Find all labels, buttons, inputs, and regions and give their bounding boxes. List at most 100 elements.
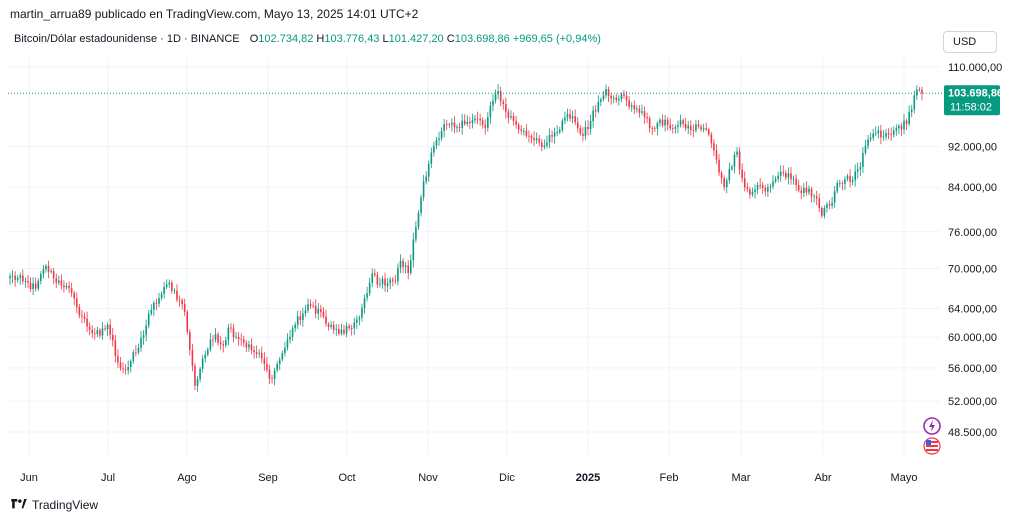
- candle: [394, 274, 397, 284]
- candle: [587, 120, 589, 136]
- candle: [707, 127, 710, 137]
- candle: [86, 311, 88, 332]
- candle: [327, 322, 330, 331]
- candle: [517, 122, 520, 134]
- candle: [469, 116, 471, 130]
- candle: [648, 116, 651, 133]
- candle: [363, 294, 366, 314]
- candle: [628, 95, 630, 110]
- symbol-name[interactable]: Bitcoin/Dólar estadounidense · 1D · BINA…: [14, 33, 240, 45]
- candle: [741, 163, 743, 183]
- candle: [677, 120, 679, 134]
- candle: [589, 114, 592, 135]
- price-axis: 110.000,00 92.000,00 84.000,00 76.000,00 70.…: [944, 62, 1003, 439]
- price-tick-label: 92.000,00: [948, 142, 997, 154]
- high-label: H: [316, 33, 325, 45]
- candle: [430, 147, 433, 168]
- candle: [743, 171, 746, 192]
- candle: [88, 322, 91, 336]
- candle: [710, 132, 713, 149]
- candle: [767, 183, 769, 197]
- countdown-value: 11:58:02: [950, 101, 992, 113]
- candle: [68, 281, 70, 294]
- candle: [407, 260, 409, 280]
- candle: [540, 138, 543, 152]
- candle: [821, 206, 823, 219]
- candle: [194, 362, 196, 391]
- candle: [913, 90, 916, 114]
- candle: [720, 170, 723, 184]
- side-icons: [923, 417, 941, 455]
- candle: [566, 108, 569, 122]
- candle: [497, 84, 499, 100]
- candle: [880, 124, 882, 145]
- candle: [792, 175, 795, 185]
- candle: [368, 277, 371, 297]
- candle: [47, 260, 50, 279]
- currency-button[interactable]: USD: [943, 31, 997, 53]
- candle: [409, 254, 412, 275]
- candle: [746, 182, 749, 193]
- candle: [22, 269, 24, 285]
- lightning-event-icon[interactable]: [923, 417, 941, 435]
- candle: [898, 123, 900, 135]
- candle: [749, 186, 751, 199]
- candle: [605, 84, 607, 99]
- us-flag-event-icon[interactable]: [923, 437, 941, 455]
- candle: [163, 282, 165, 299]
- candle: [366, 286, 368, 302]
- candle: [78, 303, 81, 319]
- candle: [307, 298, 309, 313]
- candle: [338, 324, 340, 336]
- change-value: +969,65 (+0,94%): [512, 33, 601, 45]
- candle: [124, 364, 127, 375]
- price-tick-label: 60.000,00: [948, 332, 997, 344]
- candle: [844, 176, 846, 191]
- candle: [548, 128, 551, 149]
- candle: [117, 349, 119, 368]
- candle: [718, 154, 720, 176]
- candle: [700, 124, 702, 132]
- candle: [481, 117, 484, 129]
- candle: [903, 113, 905, 135]
- candle: [682, 118, 684, 128]
- candle: [335, 324, 338, 336]
- candle: [183, 298, 186, 316]
- candle: [510, 110, 512, 120]
- candle: [325, 309, 327, 327]
- candle: [761, 181, 764, 194]
- low-value: 101.427,20: [388, 33, 444, 45]
- candle: [874, 126, 877, 137]
- footer: TradingView: [10, 498, 98, 512]
- candle: [173, 288, 176, 295]
- candle: [253, 346, 255, 359]
- candle: [422, 174, 425, 202]
- price-tick-label: 84.000,00: [948, 182, 997, 194]
- candle: [705, 122, 708, 132]
- candle: [433, 141, 435, 157]
- candle: [111, 327, 114, 347]
- candle: [217, 332, 219, 346]
- candle: [70, 282, 73, 297]
- candle: [155, 298, 158, 311]
- price-tick-label: 70.000,00: [948, 263, 997, 275]
- candle: [191, 343, 194, 372]
- candle: [222, 340, 225, 353]
- candle: [569, 108, 571, 122]
- footer-brand: TradingView: [32, 498, 99, 512]
- candle: [885, 128, 887, 141]
- candle: [376, 271, 379, 289]
- price-tick-label: 48.500,00: [948, 427, 997, 439]
- candle: [910, 104, 913, 118]
- candle: [697, 119, 700, 129]
- candle: [268, 364, 271, 385]
- candle: [661, 114, 664, 128]
- close-value: 103.698,86: [454, 33, 510, 45]
- candle: [594, 104, 597, 118]
- candle: [561, 118, 564, 133]
- candles: [9, 84, 923, 392]
- candle: [266, 357, 268, 373]
- time-tick-label: Jul: [101, 472, 115, 484]
- candle: [106, 322, 109, 337]
